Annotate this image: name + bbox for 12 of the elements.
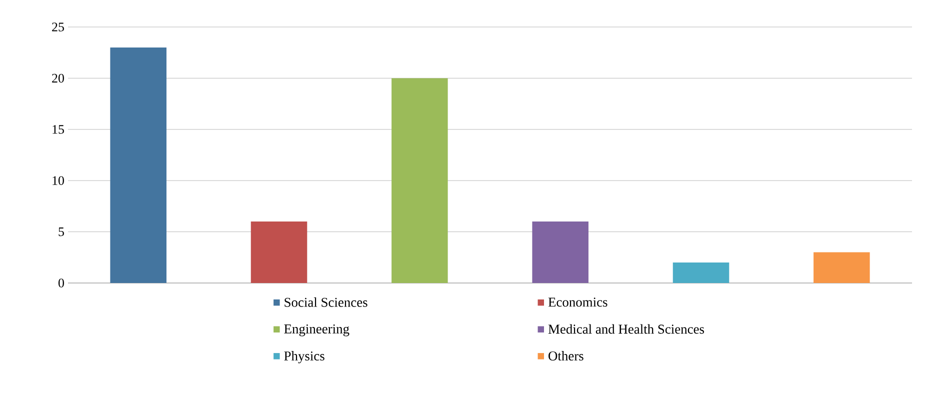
y-tick-label: 20 (52, 74, 64, 83)
y-tick-label: 10 (52, 176, 64, 185)
y-tick-label: 25 (52, 22, 64, 32)
y-tick-label: 15 (52, 125, 64, 134)
legend-label: Physics (284, 351, 324, 364)
y-tick-label: 5 (58, 227, 64, 236)
legend-label: Medical and Health Sciences (548, 324, 704, 334)
legend-label: Engineering (284, 324, 350, 336)
legend-label: Social Sciences (284, 297, 368, 307)
legend-label: Others (548, 351, 584, 360)
legend-label: Economics (548, 298, 608, 307)
y-tick-label: 0 (58, 278, 64, 288)
